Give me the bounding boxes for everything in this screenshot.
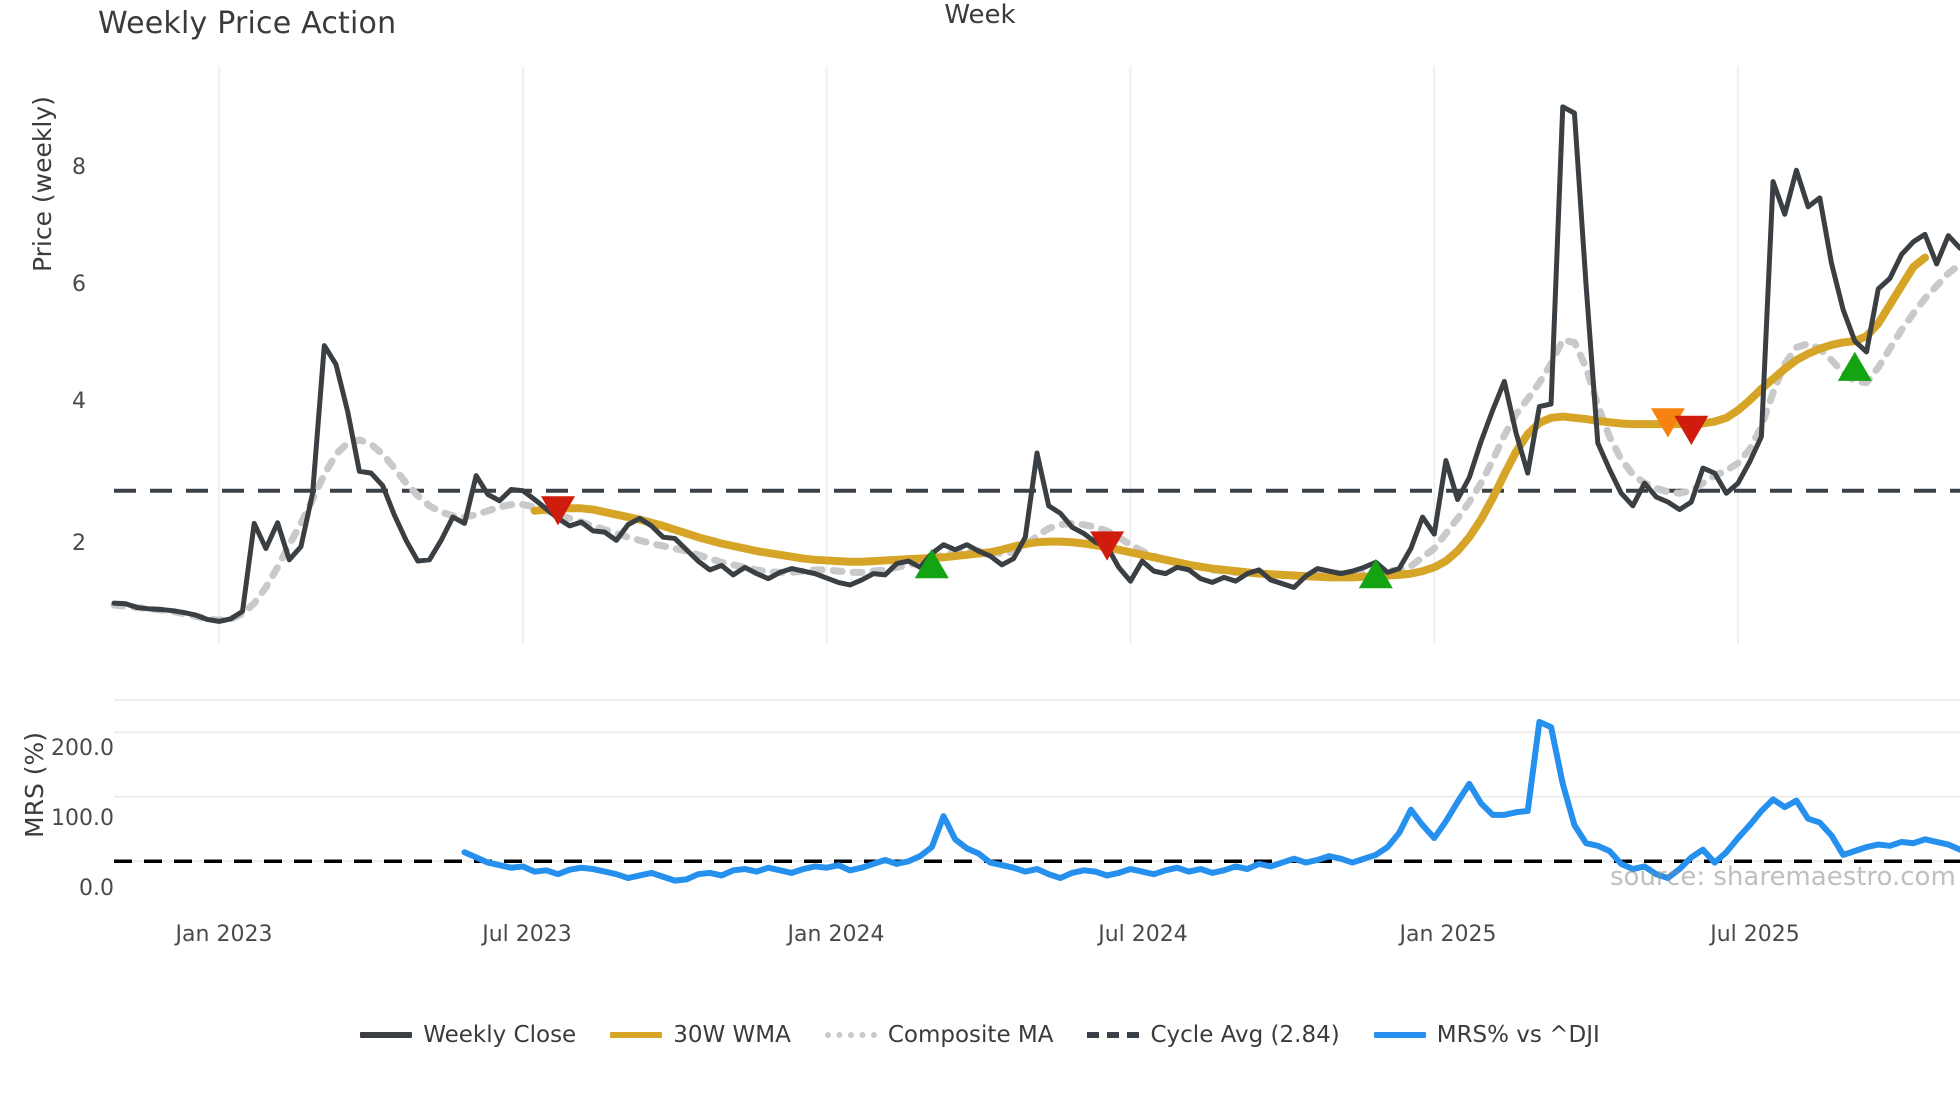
xtick-jan-2024: Jan 2024 xyxy=(787,922,885,947)
buy-marker-3[interactable] xyxy=(1358,559,1393,589)
legend-label-mrs: MRS% vs ^DJI xyxy=(1436,1022,1600,1048)
price-ytick-6: 6 xyxy=(72,272,86,297)
series-30w-wma xyxy=(530,253,1929,582)
legend-swatch-30w-wma xyxy=(610,1032,663,1038)
xtick-jan-2025: Jan 2025 xyxy=(1399,922,1497,947)
series-mrs-percent xyxy=(461,718,1960,884)
warn-marker-4[interactable] xyxy=(1650,408,1685,438)
sell-marker-0[interactable] xyxy=(541,496,575,526)
series-composite-ma xyxy=(110,261,1960,624)
mrs-ytick-100: 100.0 xyxy=(51,806,114,831)
legend-item-mrs[interactable]: MRS% vs ^DJI xyxy=(1373,1022,1600,1048)
price-ytick-4: 4 xyxy=(72,389,86,414)
legend-item-cycle-avg[interactable]: Cycle Avg (2.84) xyxy=(1087,1022,1340,1048)
legend-label-cycle-avg: Cycle Avg (2.84) xyxy=(1150,1022,1340,1048)
legend-swatch-weekly-close xyxy=(360,1032,413,1038)
chart-legend: Weekly Close 30W WMA Composite MA Cycle … xyxy=(0,1022,1960,1048)
legend-label-composite-ma: Composite MA xyxy=(887,1022,1054,1048)
buy-marker-1[interactable] xyxy=(914,549,949,579)
page-title: Weekly Price Action xyxy=(98,6,397,41)
x-axis-label: Week xyxy=(944,0,1016,30)
mrs-ytick-200: 200.0 xyxy=(51,736,114,761)
series-weekly-close xyxy=(111,104,1960,624)
legend-swatch-mrs xyxy=(1373,1032,1426,1038)
sell-marker-5[interactable] xyxy=(1674,415,1709,445)
xtick-jul-2024: Jul 2024 xyxy=(1098,922,1188,947)
legend-item-weekly-close[interactable]: Weekly Close xyxy=(360,1022,576,1048)
legend-item-30w-wma[interactable]: 30W WMA xyxy=(610,1022,791,1048)
price-ytick-8: 8 xyxy=(72,155,86,180)
buy-marker-6[interactable] xyxy=(1837,351,1872,381)
legend-label-30w-wma: 30W WMA xyxy=(673,1022,791,1048)
legend-label-weekly-close: Weekly Close xyxy=(423,1022,577,1048)
xtick-jul-2023: Jul 2023 xyxy=(482,922,572,947)
xtick-jul-2025: Jul 2025 xyxy=(1710,922,1800,947)
legend-swatch-cycle-avg xyxy=(1087,1032,1140,1038)
price-ytick-2: 2 xyxy=(72,531,86,556)
sell-marker-2[interactable] xyxy=(1090,531,1125,561)
xtick-jan-2023: Jan 2023 xyxy=(175,922,273,947)
mrs-ytick-0: 0.0 xyxy=(79,876,114,901)
legend-item-composite-ma[interactable]: Composite MA xyxy=(824,1022,1054,1048)
legend-swatch-composite-ma xyxy=(824,1032,877,1038)
